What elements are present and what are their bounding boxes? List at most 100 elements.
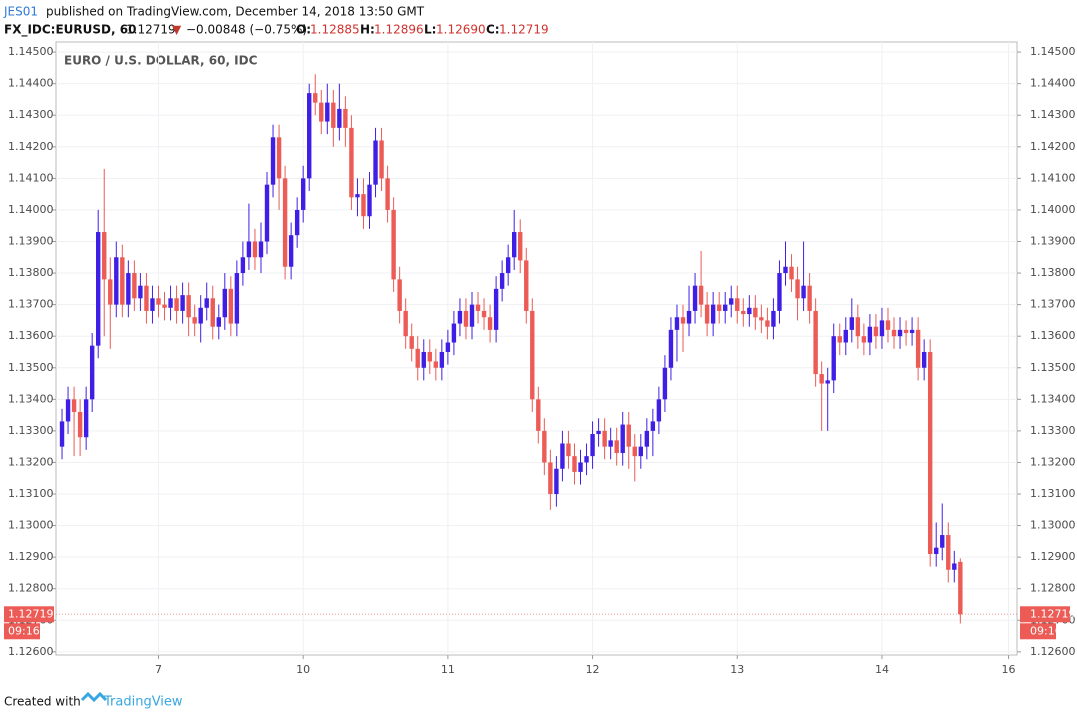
candle-body [481, 310, 487, 318]
candle-body [469, 304, 475, 327]
candle-body [692, 285, 698, 311]
candle-body [391, 209, 396, 280]
y2-tick-label: 1.13300 [1030, 424, 1076, 437]
candle-body [825, 380, 830, 384]
candle-body [162, 304, 167, 308]
y2-tick-label: 1.13500 [1030, 361, 1076, 374]
candle-body [867, 326, 873, 343]
candle-body [337, 108, 342, 128]
candle-body [741, 310, 746, 315]
candle-body [716, 304, 722, 311]
countdown-label: 09:16 [8, 624, 40, 637]
candle-body [83, 399, 89, 438]
candle-body [668, 329, 674, 368]
candle-body [343, 108, 348, 128]
candle-body [59, 421, 65, 447]
y2-tick-label: 1.13100 [1030, 487, 1076, 500]
candle-body [614, 440, 619, 453]
candle-body [626, 424, 631, 447]
candle-body [578, 462, 583, 472]
candle-body [71, 399, 77, 412]
candle-body [524, 260, 529, 311]
l-label: L: [424, 23, 436, 37]
candle-body [584, 456, 589, 463]
candle-body [475, 304, 481, 311]
c-label: C: [486, 23, 500, 37]
candle-body [198, 307, 203, 324]
candle-body [126, 273, 131, 305]
y-tick-label: 1.12600 [8, 645, 54, 658]
candle-body [759, 317, 764, 321]
candle-body [542, 430, 547, 463]
footer-created: Created with [4, 695, 81, 709]
candle-body [566, 443, 571, 457]
y-tick-label: 1.13700 [8, 298, 54, 311]
candle-body [934, 547, 939, 554]
y2-tick-label: 1.13600 [1030, 329, 1076, 342]
candle-body [433, 361, 439, 368]
candle-body [264, 184, 270, 242]
y2-tick-label: 1.12600 [1030, 645, 1076, 658]
h-value: 1.12896 [374, 23, 424, 37]
y-tick-label: 1.14400 [8, 77, 54, 90]
candle-body [96, 232, 101, 346]
y2-tick-label: 1.14200 [1030, 140, 1076, 153]
candle-body [168, 298, 173, 308]
o-label: O: [296, 23, 311, 37]
author[interactable]: JES01 [3, 5, 38, 19]
candle-body [294, 209, 300, 236]
candle-body [174, 298, 179, 311]
candle-body [554, 468, 559, 495]
y2-tick-label: 1.14300 [1030, 108, 1076, 121]
candle-body [596, 430, 601, 435]
y2-tick-label: 1.13000 [1030, 519, 1076, 532]
x-tick-label: 16 [1002, 663, 1016, 676]
candle-body [783, 266, 788, 274]
change: −0.00848 (−0.75%) [186, 23, 307, 37]
candle-body [144, 285, 149, 311]
y-tick-label: 1.12800 [8, 582, 54, 595]
candle-body [843, 329, 848, 343]
chart-title: EURO / U.S. DOLLAR, 60, IDC [64, 54, 258, 68]
candle-body [246, 241, 252, 258]
candle-body [373, 140, 378, 185]
candle-body [632, 446, 637, 457]
candle-body [897, 329, 903, 337]
y2-tick-label: 1.14500 [1030, 45, 1076, 58]
candle-body [307, 93, 312, 179]
candle-body [729, 298, 734, 305]
candle-body [560, 443, 565, 469]
candle-body [801, 285, 806, 299]
candle-body [686, 310, 692, 324]
candle-body [813, 310, 818, 375]
candle-body [855, 317, 861, 337]
candle-body [723, 304, 728, 311]
candle-body [837, 336, 842, 343]
h-label: H: [360, 23, 375, 37]
y2-tick-label: 1.12800 [1030, 582, 1076, 595]
candle-body [397, 279, 402, 311]
candle-body [656, 399, 662, 422]
footer-brand[interactable]: TradingView [103, 695, 183, 710]
candle-body [789, 266, 794, 280]
candle-body [240, 257, 246, 274]
plot-frame [55, 41, 1018, 656]
candle-body [379, 140, 384, 179]
y-tick-label: 1.13600 [8, 329, 54, 342]
y2-tick-label: 1.13200 [1030, 455, 1076, 468]
candle-body [946, 535, 951, 570]
x-tick-label: 10 [296, 663, 310, 676]
countdown-label: 09:16 [1030, 624, 1062, 637]
price-badge-label: 1.12719 [1030, 607, 1076, 620]
countdown-badge [1020, 623, 1056, 640]
candle-body [331, 102, 336, 128]
candle-body [735, 298, 740, 311]
candle-body [270, 137, 276, 185]
candle-body [505, 257, 511, 274]
y-tick-label: 1.13000 [8, 519, 54, 532]
candle-body [536, 399, 541, 431]
candle-body [156, 298, 161, 305]
candle-body [120, 257, 125, 305]
candle-body [710, 304, 716, 324]
y2-tick-label: 1.14100 [1030, 171, 1076, 184]
